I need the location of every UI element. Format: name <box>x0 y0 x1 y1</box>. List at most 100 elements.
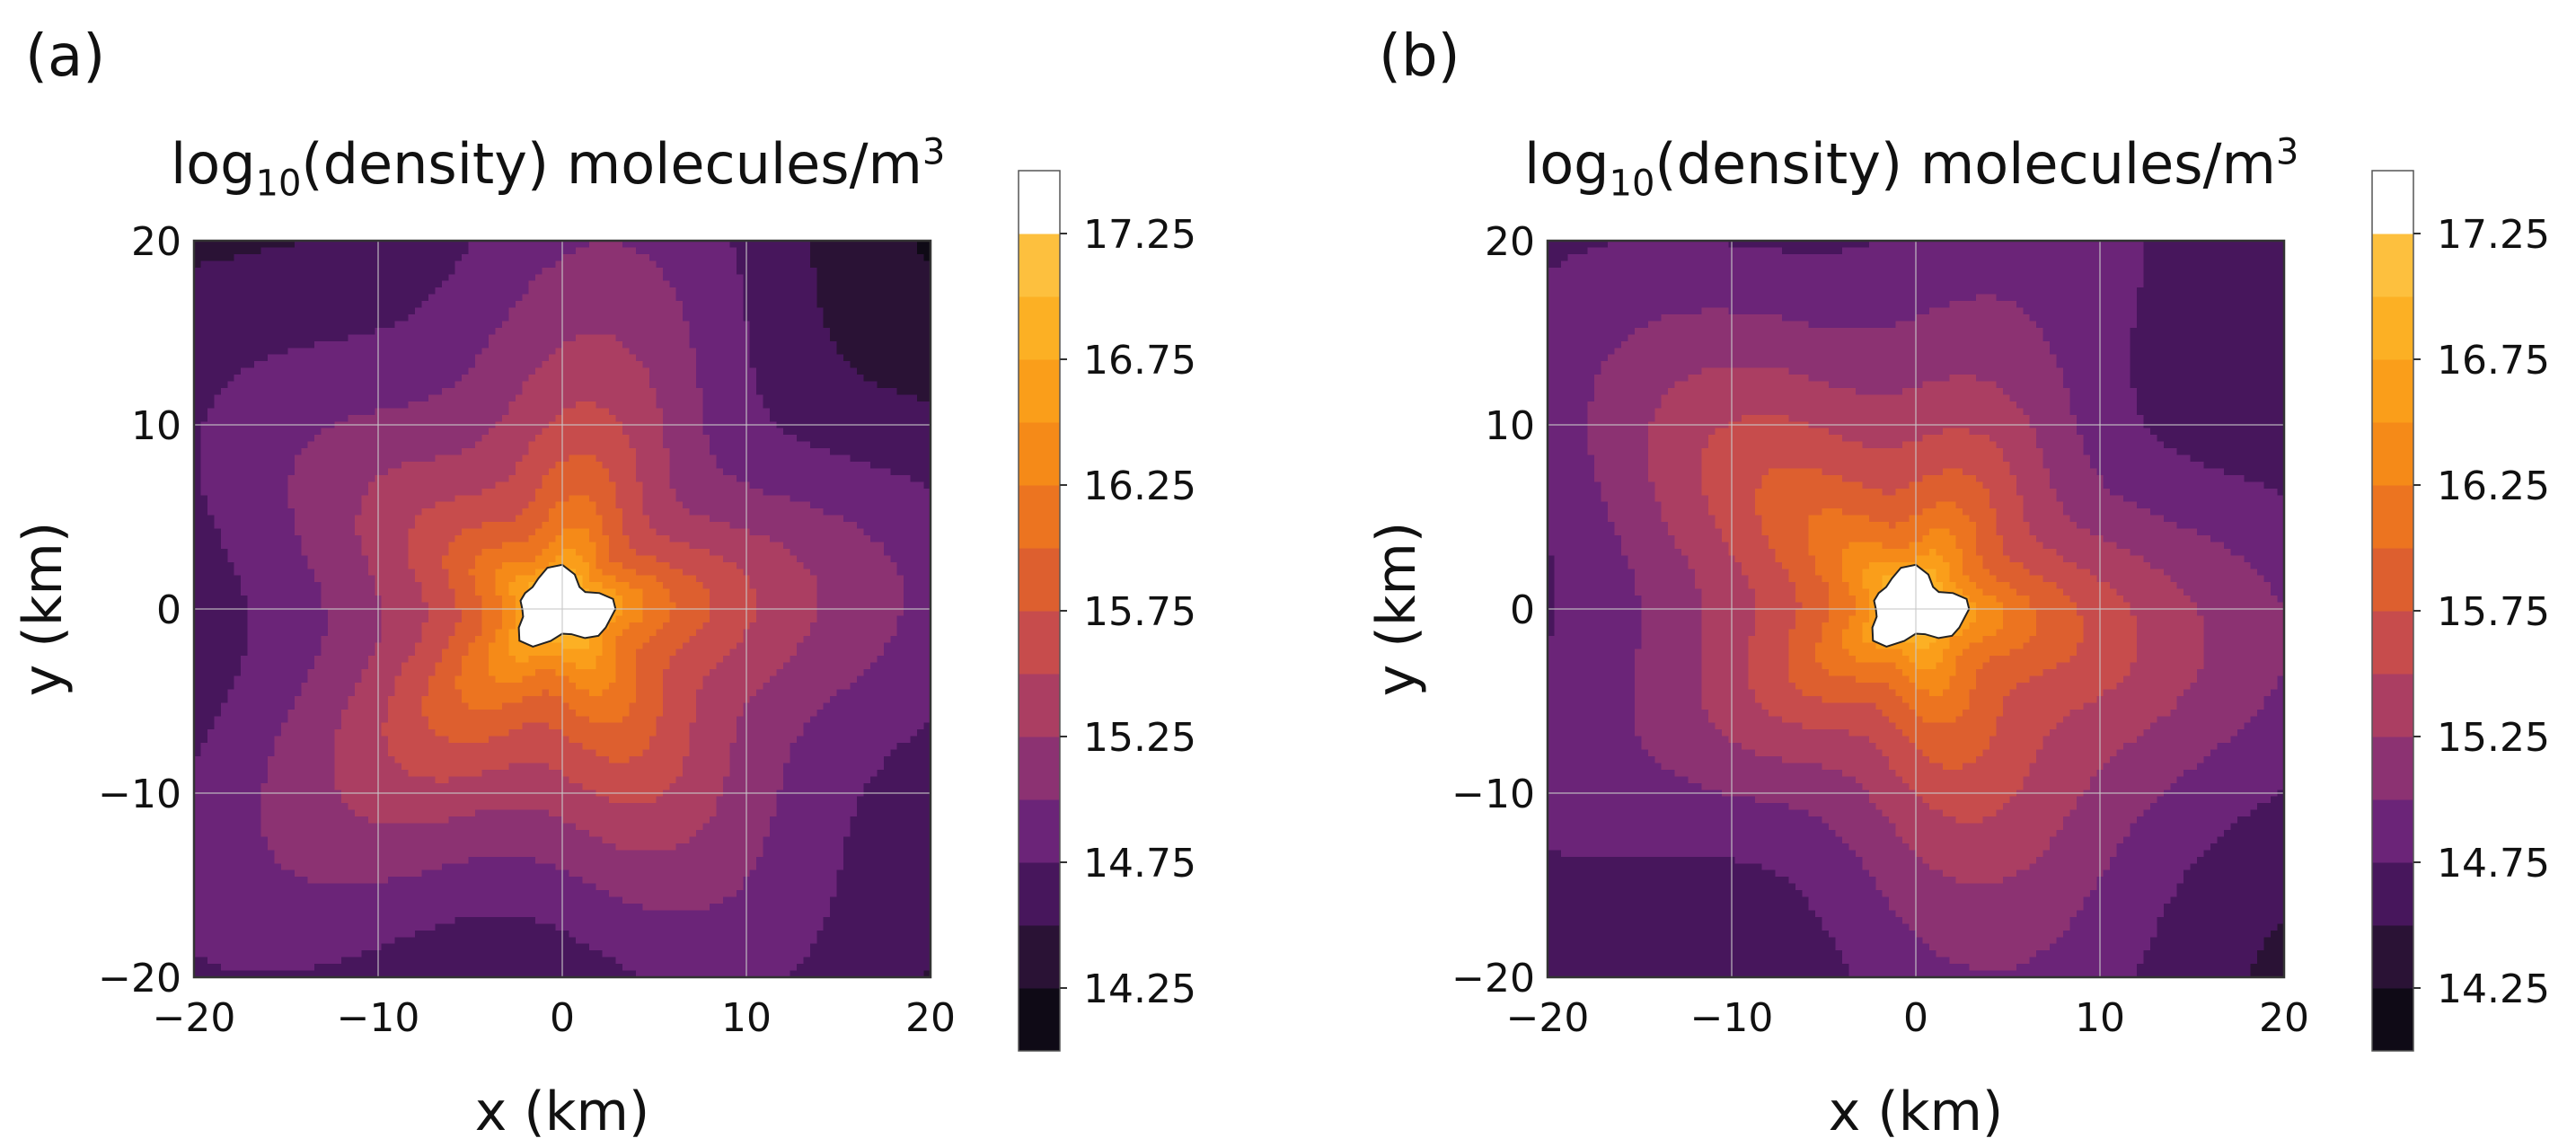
heatmap-cell <box>247 375 255 383</box>
heatmap-cell <box>254 501 262 509</box>
heatmap-cell <box>301 294 309 302</box>
heatmap-cell <box>307 836 315 844</box>
heatmap-cell <box>200 253 208 261</box>
heatmap-cell <box>468 495 476 503</box>
heatmap-cell <box>241 656 249 664</box>
heatmap-cell <box>247 722 255 730</box>
heatmap-cell <box>274 454 282 463</box>
heatmap-cell <box>415 729 423 737</box>
heatmap-cell <box>207 950 215 958</box>
heatmap-cell <box>421 796 429 804</box>
heatmap-cell <box>454 307 463 315</box>
heatmap-cell <box>348 722 356 730</box>
heatmap-cell <box>314 776 322 784</box>
heatmap-cell <box>468 615 476 623</box>
heatmap-cell <box>354 522 362 530</box>
heatmap-cell <box>441 462 449 470</box>
heatmap-cell <box>314 675 322 684</box>
heatmap-cell <box>307 615 315 623</box>
heatmap-cell <box>214 943 222 951</box>
heatmap-cell <box>489 675 497 684</box>
heatmap-cell <box>247 904 255 912</box>
heatmap-cell <box>489 340 497 349</box>
heatmap-cell <box>454 843 463 851</box>
heatmap-cell <box>394 816 402 825</box>
heatmap-cell <box>388 904 396 912</box>
heatmap-cell <box>307 253 315 261</box>
heatmap-cell <box>361 287 369 296</box>
heatmap-cell <box>435 776 443 784</box>
heatmap-cell <box>462 569 470 577</box>
heatmap-cell <box>475 435 483 443</box>
heatmap-cell <box>200 736 208 744</box>
heatmap-cell <box>301 481 309 490</box>
heatmap-cell <box>454 796 463 804</box>
heatmap-cell <box>234 375 242 383</box>
heatmap-cell <box>354 964 362 972</box>
heatmap-cell <box>254 260 262 269</box>
heatmap-cell <box>448 454 456 463</box>
heatmap-cell <box>408 910 416 918</box>
heatmap-cell <box>274 675 282 684</box>
heatmap-cell <box>448 555 456 563</box>
heatmap-cell <box>294 474 302 482</box>
heatmap-cell <box>321 294 329 302</box>
heatmap-cell <box>287 635 296 643</box>
heatmap-cell <box>294 394 302 402</box>
heatmap-cell <box>268 267 276 275</box>
heatmap-cell <box>394 414 402 422</box>
heatmap-cell <box>214 883 222 891</box>
heatmap-cell <box>448 709 456 717</box>
heatmap-cell <box>367 916 375 924</box>
heatmap-cell <box>361 683 369 691</box>
heatmap-cell <box>428 582 436 590</box>
heatmap-cell <box>234 823 242 831</box>
heatmap-cell <box>388 401 396 409</box>
heatmap-cell <box>287 468 296 476</box>
heatmap-cell <box>268 435 276 443</box>
heatmap-cell <box>334 588 342 596</box>
heatmap-cell <box>334 247 342 255</box>
heatmap-cell <box>274 354 282 362</box>
heatmap-cell <box>247 454 255 463</box>
heatmap-cell <box>214 756 222 764</box>
heatmap-cell <box>367 354 375 362</box>
heatmap-cell <box>247 448 255 456</box>
heatmap-cell <box>268 869 276 878</box>
heatmap-cell <box>227 702 235 710</box>
heatmap-cell <box>274 287 282 296</box>
heatmap-cell <box>307 561 315 569</box>
heatmap-cell <box>247 481 255 490</box>
heatmap-cell <box>254 253 262 261</box>
heatmap-cell <box>381 241 389 249</box>
heatmap-cell <box>334 528 342 536</box>
heatmap-cell <box>247 348 255 356</box>
heatmap-cell <box>200 361 208 369</box>
heatmap-cell <box>287 896 296 904</box>
heatmap-cell <box>307 522 315 530</box>
heatmap-cell <box>415 327 423 335</box>
heatmap-cell <box>307 375 315 383</box>
heatmap-cell <box>321 843 329 851</box>
heatmap-cell <box>394 964 402 972</box>
heatmap-cell <box>448 763 456 771</box>
heatmap-cell <box>388 561 396 569</box>
heatmap-cell <box>200 474 208 482</box>
heatmap-cell <box>254 883 262 891</box>
heatmap-cell <box>462 280 470 288</box>
heatmap-cell <box>421 267 429 275</box>
heatmap-cell <box>274 869 282 878</box>
heatmap-cell <box>475 669 483 677</box>
heatmap-cell <box>194 716 202 724</box>
heatmap-cell <box>287 856 296 864</box>
heatmap-cell <box>475 883 483 891</box>
heatmap-cell <box>361 327 369 335</box>
heatmap-cell <box>475 501 483 509</box>
heatmap-cell <box>328 883 336 891</box>
heatmap-cell <box>287 803 296 811</box>
heatmap-cell <box>234 782 242 790</box>
heatmap-cell <box>274 749 282 757</box>
heatmap-cell <box>328 669 336 677</box>
heatmap-cell <box>287 957 296 965</box>
heatmap-cell <box>408 904 416 912</box>
